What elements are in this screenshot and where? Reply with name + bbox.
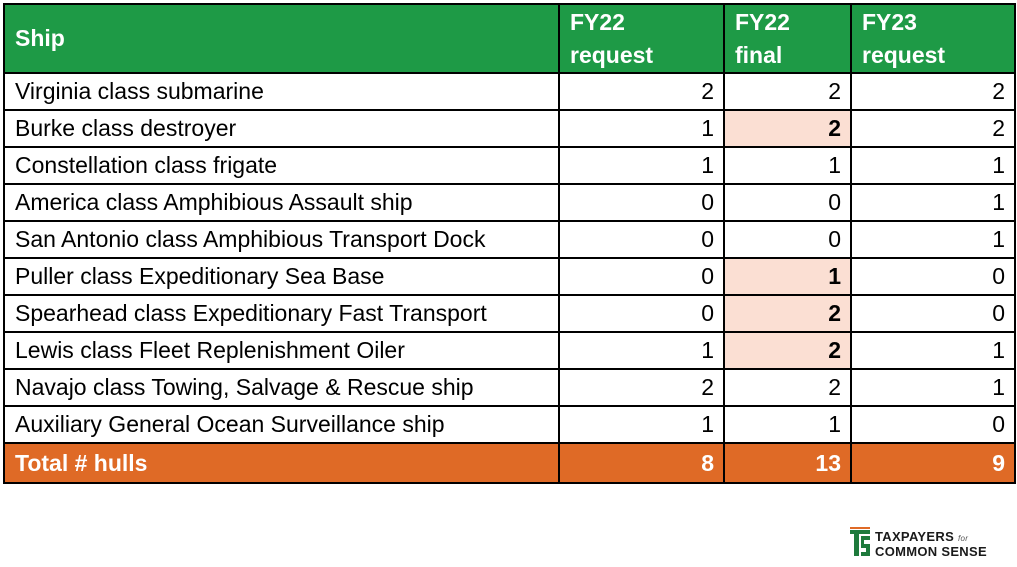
fy23-request-cell: 2 — [850, 109, 1016, 148]
fy22-final-cell: 1 — [723, 257, 852, 296]
table-row: Constellation class frigate 1 1 1 — [3, 146, 1016, 185]
fy23-request-cell: 0 — [850, 405, 1016, 444]
fy22-request-cell: 1 — [558, 331, 725, 370]
fy22-request-cell: 1 — [558, 109, 725, 148]
table-row: Burke class destroyer 1 2 2 — [3, 109, 1016, 148]
fy23-request-cell: 0 — [850, 294, 1016, 333]
total-row: Total # hulls 8 13 9 — [3, 442, 1016, 484]
fy22-final-cell: 0 — [723, 220, 852, 259]
table-row: America class Amphibious Assault ship 0 0 1 — [3, 183, 1016, 222]
table-row: Auxiliary General Ocean Surveillance shi… — [3, 405, 1016, 444]
table-row: Lewis class Fleet Replenishment Oiler 1 2 1 — [3, 331, 1016, 370]
ship-name-cell: San Antonio class Amphibious Transport D… — [3, 220, 560, 259]
fy22-request-cell: 2 — [558, 72, 725, 111]
ship-name-cell: Burke class destroyer — [3, 109, 560, 148]
table-row: Puller class Expeditionary Sea Base 0 1 0 — [3, 257, 1016, 296]
ship-procurement-table: Ship FY22 request FY22 final FY23 request V… — [3, 3, 1016, 484]
table-row: Virginia class submarine 2 2 2 — [3, 72, 1016, 111]
table-row: San Antonio class Amphibious Transport D… — [3, 220, 1016, 259]
fy22-final-cell: 2 — [723, 72, 852, 111]
header-fy22-final: FY22 final — [723, 3, 852, 74]
table-row: Navajo class Towing, Salvage & Rescue sh… — [3, 368, 1016, 407]
header-ship: Ship — [3, 3, 560, 74]
fy23-request-cell: 1 — [850, 331, 1016, 370]
tcs-logo-icon — [850, 527, 870, 556]
total-fy22-request: 8 — [558, 442, 725, 484]
fy23-request-cell: 1 — [850, 220, 1016, 259]
taxpayers-logo: TAXPAYERS for COMMON SENSE — [849, 527, 999, 561]
ship-name-cell: Auxiliary General Ocean Surveillance shi… — [3, 405, 560, 444]
fy22-request-cell: 1 — [558, 146, 725, 185]
total-label: Total # hulls — [3, 442, 560, 484]
fy22-final-cell: 0 — [723, 183, 852, 222]
fy22-final-cell: 2 — [723, 109, 852, 148]
fy23-request-cell: 1 — [850, 183, 1016, 222]
ship-name-cell: Constellation class frigate — [3, 146, 560, 185]
header-row: Ship FY22 request FY22 final FY23 request — [3, 3, 1016, 74]
logo-small: for — [957, 534, 969, 543]
ship-name-cell: Virginia class submarine — [3, 72, 560, 111]
header-fy23-request: FY23 request — [850, 3, 1016, 74]
fy22-request-cell: 0 — [558, 220, 725, 259]
fy22-request-cell: 2 — [558, 368, 725, 407]
ship-name-cell: Spearhead class Expeditionary Fast Trans… — [3, 294, 560, 333]
fy22-final-cell: 1 — [723, 405, 852, 444]
fy22-final-cell: 2 — [723, 368, 852, 407]
total-fy23-request: 9 — [850, 442, 1016, 484]
fy22-final-cell: 2 — [723, 331, 852, 370]
header-fy22-request: FY22 request — [558, 3, 725, 74]
fy22-request-cell: 0 — [558, 257, 725, 296]
ship-name-cell: Navajo class Towing, Salvage & Rescue sh… — [3, 368, 560, 407]
fy22-request-cell: 1 — [558, 405, 725, 444]
ship-name-cell: Lewis class Fleet Replenishment Oiler — [3, 331, 560, 370]
table-row: Spearhead class Expeditionary Fast Trans… — [3, 294, 1016, 333]
fy22-request-cell: 0 — [558, 183, 725, 222]
fy23-request-cell: 2 — [850, 72, 1016, 111]
logo-line1: TAXPAYERS — [875, 529, 955, 544]
fy22-request-cell: 0 — [558, 294, 725, 333]
ship-name-cell: America class Amphibious Assault ship — [3, 183, 560, 222]
total-fy22-final: 13 — [723, 442, 852, 484]
fy22-final-cell: 1 — [723, 146, 852, 185]
fy23-request-cell: 1 — [850, 368, 1016, 407]
ship-name-cell: Puller class Expeditionary Sea Base — [3, 257, 560, 296]
fy23-request-cell: 0 — [850, 257, 1016, 296]
fy23-request-cell: 1 — [850, 146, 1016, 185]
fy22-final-cell: 2 — [723, 294, 852, 333]
logo-line2: COMMON SENSE — [875, 544, 987, 559]
